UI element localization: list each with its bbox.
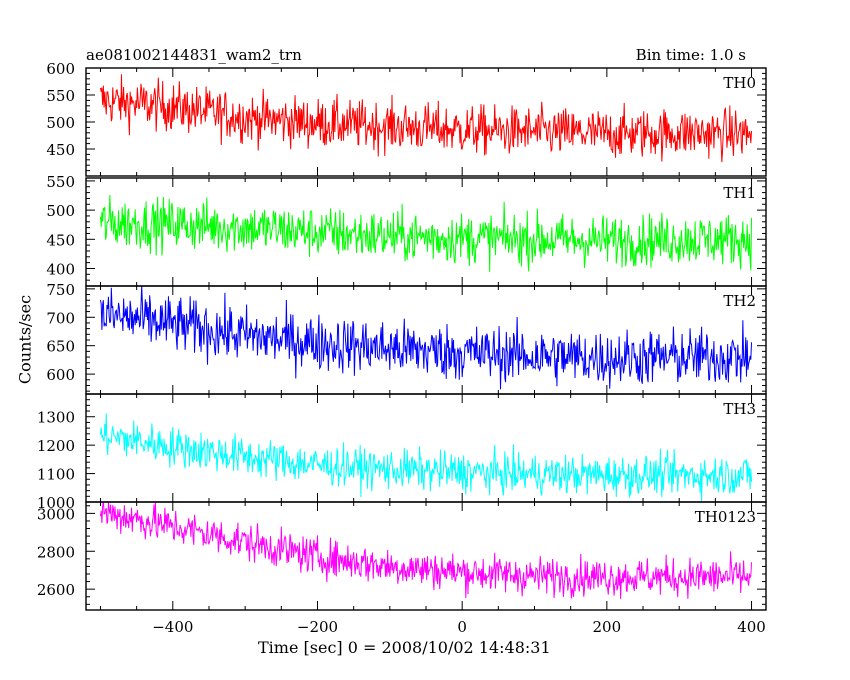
y-tick-label-TH0: 550 xyxy=(46,87,75,105)
panel-frame-TH2 xyxy=(85,285,767,395)
x-tick-label: −200 xyxy=(297,618,338,636)
x-axis-label: Time [sec] 0 = 2008/10/02 14:48:31 xyxy=(258,638,551,657)
chart-title: ae081002144831_wam2_trn xyxy=(86,46,302,64)
panel-frame-TH0123 xyxy=(85,501,767,611)
series-line-TH0123 xyxy=(99,502,753,599)
y-tick-label-TH0: 450 xyxy=(46,141,75,159)
y-tick-label-TH0123: 2600 xyxy=(37,581,75,599)
x-tick-label: 400 xyxy=(737,618,766,636)
x-tick-label: 0 xyxy=(457,618,467,636)
y-tick-label-TH2: 600 xyxy=(46,366,75,384)
y-tick-label-TH3: 1200 xyxy=(37,437,75,455)
y-tick-label-TH3: 1300 xyxy=(37,409,75,427)
series-line-TH0 xyxy=(99,74,753,163)
panel-label-TH0: TH0 xyxy=(723,74,756,92)
y-tick-label-TH1: 400 xyxy=(46,260,75,278)
y-tick-label-TH0: 600 xyxy=(46,60,75,78)
x-tick-label: −400 xyxy=(152,618,193,636)
y-tick-label-TH2: 650 xyxy=(46,338,75,356)
x-tick-label: 200 xyxy=(593,618,622,636)
series-line-TH3 xyxy=(99,413,753,502)
panel-label-TH2: TH2 xyxy=(723,292,756,310)
y-tick-label-TH1: 500 xyxy=(46,202,75,220)
y-tick-label-TH3: 1100 xyxy=(37,466,75,484)
bin-time-label: Bin time: 1.0 s xyxy=(635,46,746,64)
series-line-TH2 xyxy=(99,286,753,390)
y-tick-label-TH0: 500 xyxy=(46,114,75,132)
y-tick-label-TH2: 750 xyxy=(46,281,75,299)
panel-label-TH1: TH1 xyxy=(723,184,756,202)
panel-label-TH0123: TH0123 xyxy=(695,508,756,526)
y-tick-label-TH3: 1000 xyxy=(37,494,75,512)
y-tick-label-TH2: 700 xyxy=(46,309,75,327)
series-line-TH1 xyxy=(99,194,753,272)
y-tick-label-TH0123: 2800 xyxy=(37,543,75,561)
y-tick-label-TH0123: 3000 xyxy=(37,505,75,523)
y-tick-label-TH1: 450 xyxy=(46,231,75,249)
panel-label-TH3: TH3 xyxy=(723,400,756,418)
y-axis-label: Counts/sec xyxy=(15,294,35,385)
y-tick-label-TH1: 550 xyxy=(46,173,75,191)
